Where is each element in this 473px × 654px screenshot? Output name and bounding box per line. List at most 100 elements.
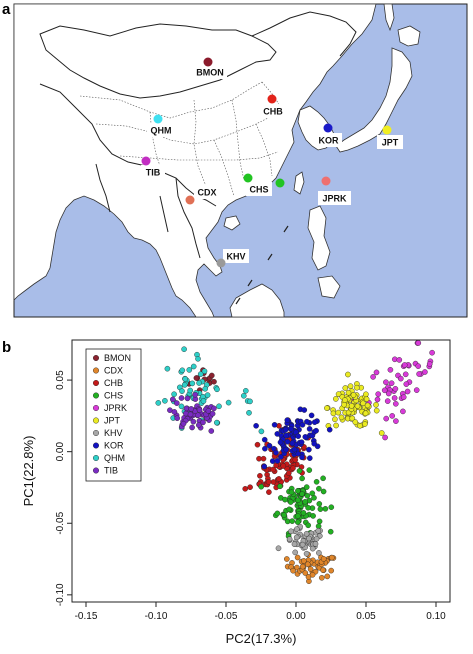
point-chs [295,513,301,519]
point-jprk [388,380,395,387]
point-jprk [403,381,410,387]
point-chs [295,487,301,494]
point-cdx [324,573,331,580]
point-chs [313,478,320,485]
data-points [130,340,435,585]
point-jpt [378,430,385,436]
point-qhm [216,403,222,410]
japan-landmass [335,47,413,153]
point-chs [327,528,334,535]
point-kor [269,458,276,464]
x-tick-label: 0.10 [426,611,446,622]
point-tib [211,405,217,412]
point-jpt [373,401,379,408]
point-tib [209,410,216,417]
point-khv [312,541,319,547]
site-label-qhm: QHM [151,126,172,136]
point-cdx [302,570,309,576]
x-tick-label: -0.15 [75,611,98,622]
point-khv [315,528,322,534]
point-jpt [347,383,354,390]
point-kor [273,449,279,456]
point-tib [192,391,199,398]
point-chs [304,492,311,499]
legend-label-jprk: JPRK [104,403,127,413]
site-label-bg-tib [141,165,165,179]
point-kor [299,421,306,428]
y-tick-label: -0.05 [55,511,66,534]
point-jprk [396,357,403,363]
point-jpt [338,414,345,421]
point-cdx [320,556,327,562]
point-qhm [202,385,208,392]
point-jpt [364,402,371,409]
site-marker-kor [323,123,333,133]
site-label-bg-kor [315,133,342,147]
point-chb [266,489,272,495]
point-jprk [400,394,407,401]
point-tib [187,411,194,418]
point-jpt [345,389,352,396]
point-qhm [187,387,193,394]
point-kor [313,427,319,434]
x-tick-label: 0.00 [286,611,306,622]
point-jprk [415,340,422,346]
point-chs [317,506,324,512]
point-qhm [201,368,208,375]
point-jprk [415,363,422,369]
legend-swatch-chs [92,392,99,399]
point-qhm [258,428,265,435]
point-jprk [385,390,392,397]
borneo-landmass [229,283,285,318]
point-jprk [393,418,399,424]
point-jpt [333,422,339,429]
point-tib [178,395,185,401]
point-qhm [247,398,253,405]
point-chs [299,475,305,482]
point-chb [247,484,253,491]
point-chs [277,483,283,490]
point-kor [295,433,302,440]
point-jprk [426,361,433,367]
point-tib [188,406,194,412]
point-qhm [197,371,204,377]
point-chs [320,488,327,495]
point-qhm [182,376,188,382]
india-border [95,163,111,213]
point-cdx [304,561,311,568]
point-jprk [387,366,394,373]
point-khv [303,531,310,537]
point-bmon [193,375,200,381]
point-tib [169,396,176,403]
point-jprk [397,375,404,382]
point-chs [328,504,335,511]
point-chb [254,441,261,448]
point-chb [257,472,263,479]
point-jpt [350,392,357,398]
site-marker-khv [216,258,226,268]
point-khv [309,545,316,552]
legend-label-kor: KOR [104,441,124,451]
point-chs [288,489,295,496]
legend-swatch-chb [92,380,99,387]
point-khv [303,550,310,557]
point-kor [271,421,278,428]
legend-label-chb: CHB [104,378,123,388]
point-kor [274,458,281,464]
legend-swatch-jpt [92,417,99,424]
site-label-kor: KOR [319,136,340,146]
point-chb [276,476,282,482]
y-axis-title: PC1(22.8%) [21,436,36,507]
y-tick-label: 0.05 [55,370,66,390]
panel-b-label: b [2,339,11,356]
point-chs [316,501,323,507]
point-jprk [402,371,409,378]
site-marker-jprk [321,176,331,186]
point-chs [305,504,311,511]
panel-a-label: a [2,1,11,18]
point-jprk [375,391,382,397]
point-chs [289,518,296,524]
point-jpt [362,421,368,427]
point-qhm [181,346,187,353]
x-tick-label: 0.05 [356,611,376,622]
